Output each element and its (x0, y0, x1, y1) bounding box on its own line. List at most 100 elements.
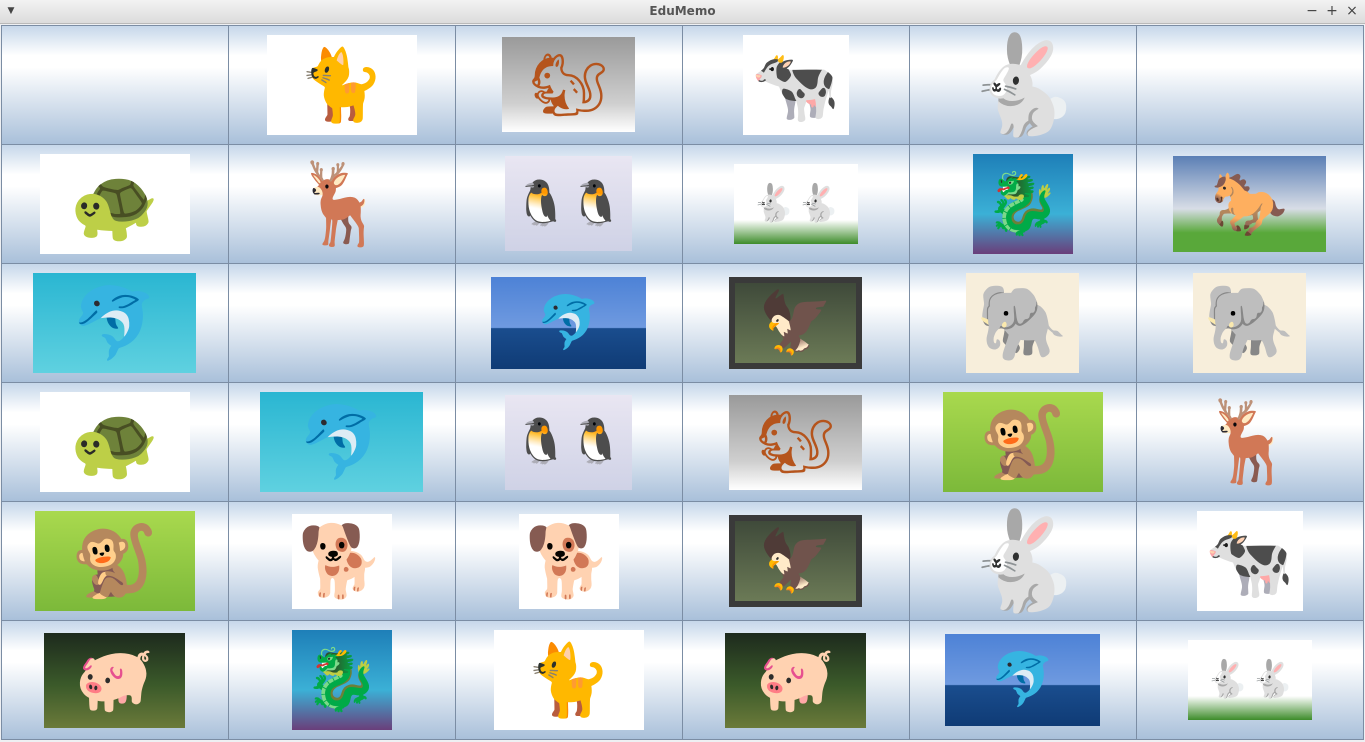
memory-card[interactable]: 🐘 (1135, 262, 1364, 383)
memory-card-matched[interactable] (0, 24, 229, 145)
turtle-icon: 🐢 (69, 161, 160, 246)
eagle-icon: 🦅 (758, 526, 833, 597)
penguins-icon: 🐧🐧 (513, 416, 624, 468)
seahorse-icon: 🐉 (985, 168, 1060, 239)
memory-card[interactable]: 🐉 (908, 143, 1137, 264)
memory-card[interactable]: 🐈 (227, 24, 456, 145)
elephant-picture: 🐘 (966, 272, 1079, 373)
seahorse-icon: 🐉 (304, 645, 379, 716)
memory-card[interactable]: 🐉 (227, 620, 456, 741)
memory-card[interactable]: 🐿 (454, 24, 683, 145)
deer-icon: 🦌 (291, 156, 392, 250)
memory-card[interactable]: 🐘 (908, 262, 1137, 383)
pig-picture: 🐖 (725, 632, 866, 728)
memory-card[interactable]: 🐢 (0, 143, 229, 264)
memory-card[interactable]: 🐖 (0, 620, 229, 741)
memory-card[interactable]: 🐒 (908, 381, 1137, 503)
dolphin-jump-picture: 🐬 (945, 634, 1100, 727)
cat-picture: 🐈 (266, 34, 417, 135)
beagle-icon: 🐕 (297, 520, 386, 603)
eagle-picture: 🦅 (729, 515, 862, 608)
memory-card[interactable]: 🐄 (681, 24, 910, 145)
memory-card[interactable]: 🐇 (908, 501, 1137, 622)
memory-card[interactable]: 🐕 (227, 501, 456, 622)
penguins-icon: 🐧🐧 (513, 177, 624, 229)
memory-card[interactable]: 🐬 (454, 262, 683, 383)
beagle-picture: 🐕 (291, 513, 392, 609)
deer-icon: 🦌 (1199, 395, 1300, 489)
monkey-picture: 🐒 (942, 392, 1103, 493)
beagle-picture: 🐕 (518, 513, 619, 609)
rabbit-big-icon: 🐇 (962, 28, 1083, 141)
memory-card[interactable]: 🐬 (227, 381, 456, 503)
turtle-picture: 🐢 (39, 153, 190, 254)
memory-card[interactable]: 🐕 (454, 501, 683, 622)
memory-card[interactable]: 🐄 (1135, 501, 1364, 622)
memory-card[interactable]: 🐎 (1135, 143, 1364, 264)
memory-card[interactable]: 🐇🐇 (681, 143, 910, 264)
monkey-icon: 🐒 (70, 520, 159, 603)
rabbits-grass-icon: 🐇🐇 (1204, 659, 1295, 701)
dolphin-smile-picture: 🐬 (33, 272, 196, 373)
memory-card[interactable]: 🐢 (0, 381, 229, 503)
rabbit-big-icon: 🐇 (962, 505, 1083, 618)
memory-board: 🐈 🐿 🐄 🐇 🐢 🦌 🐧🐧 🐇🐇 🐉 🐎 🐬 🐬 🦅 🐘 🐘 🐢 🐬 🐧🐧 🐿 🐒 🦌 🐒 🐕 🐕 🦅 🐇 🐄 🐖 🐉 🐈 🐖 🐬 🐇🐇 (0, 24, 1364, 741)
squirrel-picture: 🐿 (502, 37, 635, 133)
cow-icon: 🐄 (750, 42, 841, 127)
cow-icon: 🐄 (1204, 519, 1295, 604)
elephant-icon: 🐘 (976, 279, 1069, 366)
rabbit-big-picture: 🐇 (963, 502, 1083, 620)
turtle-icon: 🐢 (69, 400, 160, 485)
title-bar[interactable]: ▼ EduMemo − + × (0, 0, 1365, 24)
memory-card[interactable]: 🦅 (681, 262, 910, 383)
cat-icon: 🐈 (524, 639, 613, 722)
dolphin-jump-picture: 🐬 (491, 276, 646, 369)
horse-picture: 🐎 (1173, 155, 1326, 252)
memory-card[interactable]: 🐿 (681, 381, 910, 503)
memory-card[interactable]: 🐬 (908, 620, 1137, 741)
memory-card[interactable]: 🐖 (681, 620, 910, 741)
squirrel-icon: 🐿 (756, 405, 835, 479)
dolphin-smile-picture: 🐬 (260, 392, 423, 493)
dolphin-jump-icon: 🐬 (990, 650, 1055, 711)
pig-icon: 🐖 (755, 643, 836, 718)
memory-card[interactable]: 🐧🐧 (454, 381, 683, 503)
memory-card[interactable]: 🐇🐇 (1135, 620, 1364, 741)
penguins-picture: 🐧🐧 (505, 156, 632, 252)
elephant-picture: 🐘 (1193, 272, 1306, 373)
memory-card[interactable]: 🦌 (1135, 381, 1364, 503)
dolphin-jump-icon: 🐬 (536, 292, 601, 353)
dolphin-smile-icon: 🐬 (297, 401, 386, 484)
turtle-picture: 🐢 (39, 392, 190, 493)
close-icon[interactable]: × (1346, 3, 1358, 19)
maximize-icon[interactable]: + (1326, 3, 1338, 19)
memory-card-matched[interactable] (227, 262, 456, 383)
dolphin-smile-icon: 🐬 (70, 281, 159, 364)
memory-card-matched[interactable] (1135, 24, 1364, 145)
minimize-icon[interactable]: − (1306, 3, 1318, 19)
cow-picture: 🐄 (1196, 511, 1303, 612)
memory-card[interactable]: 🐒 (0, 501, 229, 622)
elephant-icon: 🐘 (1203, 279, 1296, 366)
memory-card[interactable]: 🦌 (227, 143, 456, 264)
rabbits-grass-icon: 🐇🐇 (750, 182, 841, 224)
window-menu-icon[interactable]: ▼ (7, 6, 15, 16)
monkey-icon: 🐒 (978, 401, 1067, 484)
penguins-picture: 🐧🐧 (505, 394, 632, 490)
pig-picture: 🐖 (44, 632, 185, 728)
seahorse-picture: 🐉 (291, 630, 392, 731)
beagle-icon: 🐕 (524, 520, 613, 603)
memory-card[interactable]: 🐈 (454, 620, 683, 741)
memory-card[interactable]: 🦅 (681, 501, 910, 622)
rabbits-grass-picture: 🐇🐇 (1187, 640, 1312, 721)
seahorse-picture: 🐉 (972, 153, 1073, 254)
memory-card[interactable]: 🐧🐧 (454, 143, 683, 264)
cat-icon: 🐈 (297, 43, 386, 126)
rabbits-grass-picture: 🐇🐇 (733, 163, 858, 244)
memory-card[interactable]: 🐬 (0, 262, 229, 383)
memory-card[interactable]: 🐇 (908, 24, 1137, 145)
squirrel-icon: 🐿 (529, 47, 608, 121)
monkey-picture: 🐒 (34, 511, 195, 612)
window-title: EduMemo (649, 4, 716, 18)
cat-picture: 🐈 (493, 630, 644, 731)
